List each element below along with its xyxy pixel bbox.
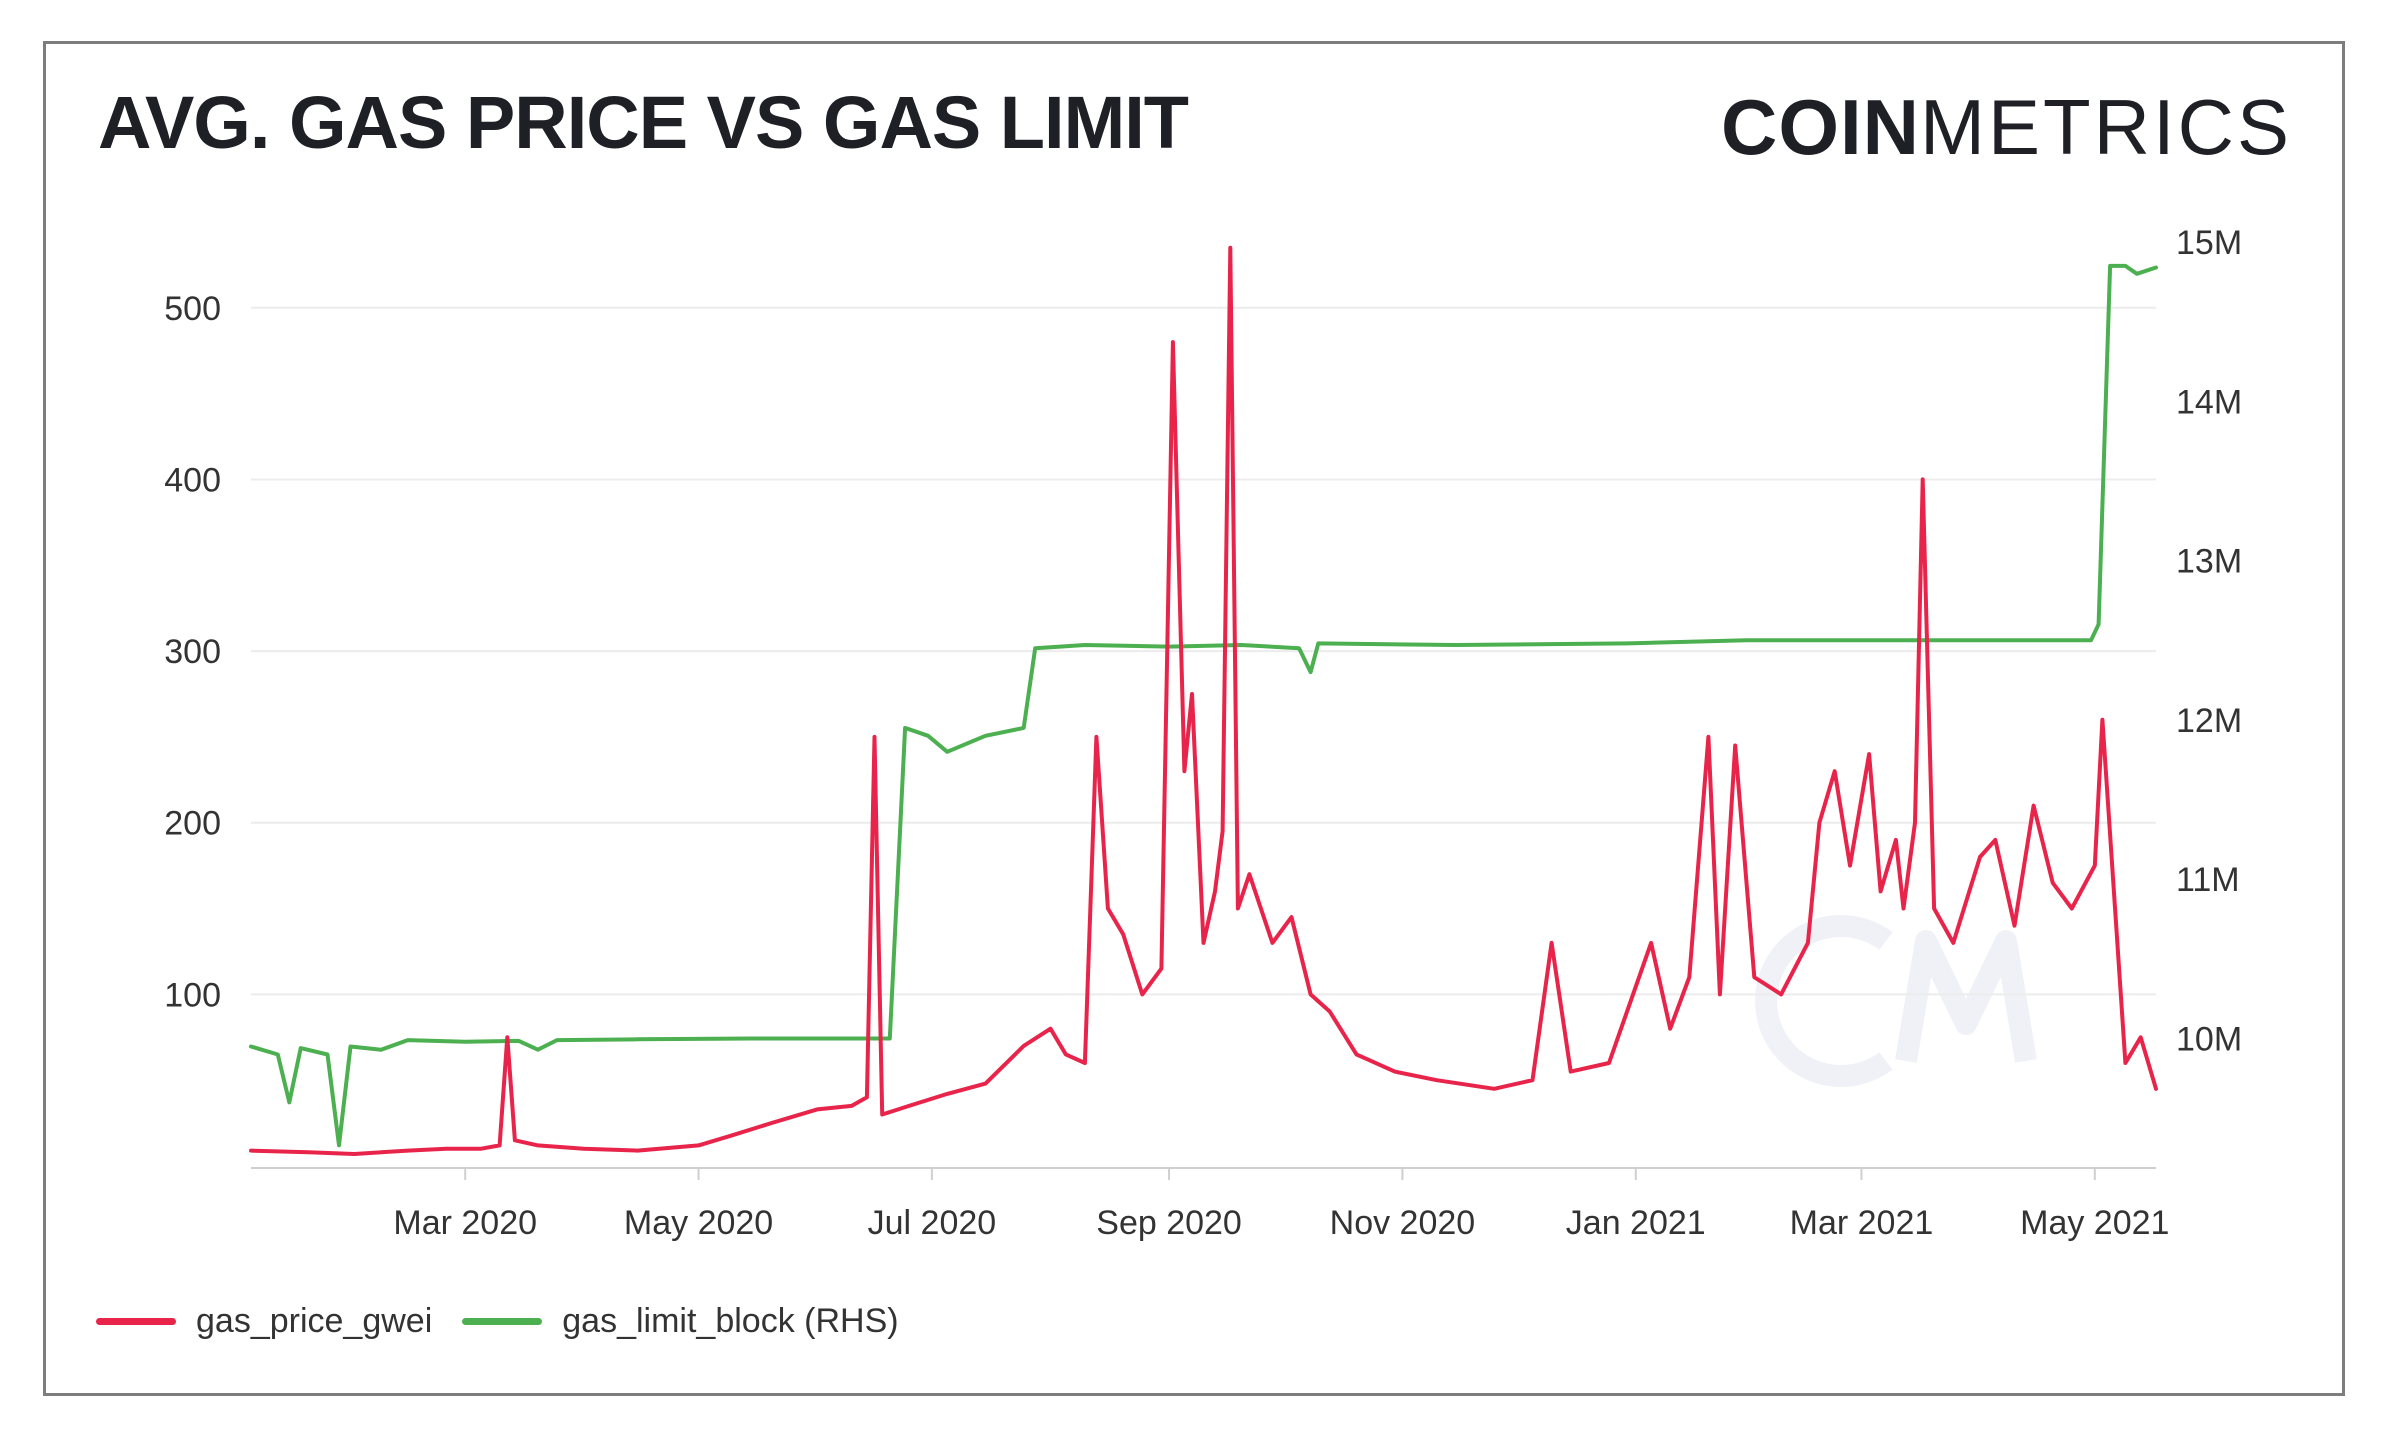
grid-lines (251, 306, 2156, 996)
right-tick-label: 11M (2176, 861, 2240, 899)
line-chart: 100 200 300 400 500 10M 11M 12M 13M 14M 15M Mar 2… (164, 224, 2242, 1242)
left-tick-label: 200 (164, 805, 221, 843)
right-tick-label: 10M (2176, 1021, 2242, 1059)
legend-item-gas-limit[interactable]: gas_limit_block (RHS) (462, 1302, 899, 1341)
logo-bold-text: COIN (1721, 83, 1920, 171)
series-line-gas-price (249, 245, 2158, 1156)
cm-watermark (1755, 915, 2037, 1087)
logo-thin-text: METRICS (1920, 83, 2292, 171)
right-tick-label: 12M (2176, 702, 2242, 740)
left-tick-label: 300 (164, 633, 221, 671)
legend-swatch-gas-limit (462, 1318, 543, 1325)
right-tick-label: 13M (2176, 543, 2242, 581)
series-lines (249, 245, 2158, 1156)
right-tick-label: 15M (2176, 224, 2242, 262)
legend-item-gas-price[interactable]: gas_price_gwei (96, 1302, 432, 1341)
left-tick-label: 400 (164, 461, 221, 499)
x-axis: Mar 2020 May 2020 Jul 2020 Sep 2020 Nov 2020… (251, 1167, 2169, 1242)
x-tick-label: Jan 2021 (1566, 1204, 1706, 1242)
x-tick-label: Mar 2021 (1790, 1204, 1934, 1242)
x-tick-label: Nov 2020 (1330, 1204, 1476, 1242)
chart-title: AVG. GAS PRICE VS GAS LIMIT (98, 81, 1189, 164)
x-tick-label: Jul 2020 (868, 1204, 997, 1242)
legend-swatch-gas-price (96, 1318, 176, 1325)
left-axis: 100 200 300 400 500 (164, 290, 221, 1015)
legend-label-gas-limit: gas_limit_block (RHS) (562, 1302, 899, 1340)
legend-label-gas-price: gas_price_gwei (196, 1302, 433, 1340)
x-tick-label: May 2021 (2020, 1204, 2169, 1242)
series-line-gas-limit (249, 263, 2158, 1148)
x-tick-label: Mar 2020 (393, 1204, 537, 1242)
right-axis: 10M 11M 12M 13M 14M 15M (2176, 224, 2242, 1059)
left-tick-label: 100 (164, 976, 221, 1014)
left-tick-label: 500 (164, 290, 221, 328)
right-tick-label: 14M (2176, 383, 2242, 421)
coinmetrics-logo: COINMETRICS (1721, 82, 2292, 173)
chart-frame: AVG. GAS PRICE VS GAS LIMIT COINMETRICS … (43, 41, 2345, 1396)
x-tick-label: Sep 2020 (1096, 1204, 1242, 1242)
x-tick-label: May 2020 (624, 1204, 773, 1242)
legend: gas_price_gwei gas_limit_block (RHS) (96, 1302, 929, 1341)
